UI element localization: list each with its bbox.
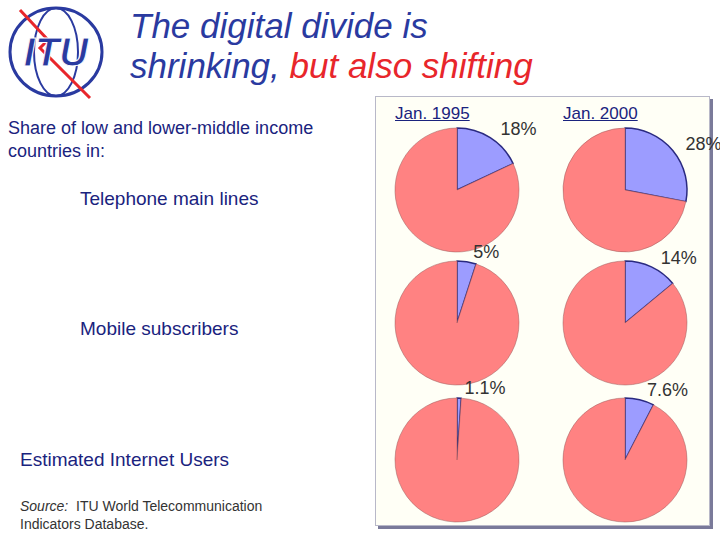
html-text:The digital divide is: The digital divide is	[130, 6, 428, 45]
html-text:shrinking, but also shifting: shrinking, but also shifting	[130, 46, 533, 85]
html-text:Mobile subscribers: Mobile subscribers	[80, 318, 239, 339]
html-text:Share of low and lower-middle: Share of low and lower-middle income cou…	[8, 118, 314, 161]
svg-text:14%: 14%	[661, 248, 697, 268]
svg-text:1.1%: 1.1%	[464, 378, 505, 398]
html-text:Jan. 1995: Jan. 1995	[395, 104, 470, 123]
html-text:Estimated Internet Users: Estimated Internet Users	[20, 449, 230, 470]
svg-text:18%: 18%	[501, 119, 537, 139]
svg-text:ITU: ITU	[24, 30, 90, 74]
svg-text:7.6%: 7.6%	[647, 380, 688, 400]
svg-text:28%: 28%	[685, 134, 720, 154]
html-text:Telephone main lines: Telephone main lines	[80, 188, 259, 209]
svg-text:5%: 5%	[473, 242, 499, 262]
html-text:Source:: Source:	[20, 498, 69, 514]
html-text:ITU World Telecommunication In: ITU World Telecommunication Indicators D…	[20, 498, 263, 532]
html-text:Jan. 2000: Jan. 2000	[563, 104, 638, 123]
